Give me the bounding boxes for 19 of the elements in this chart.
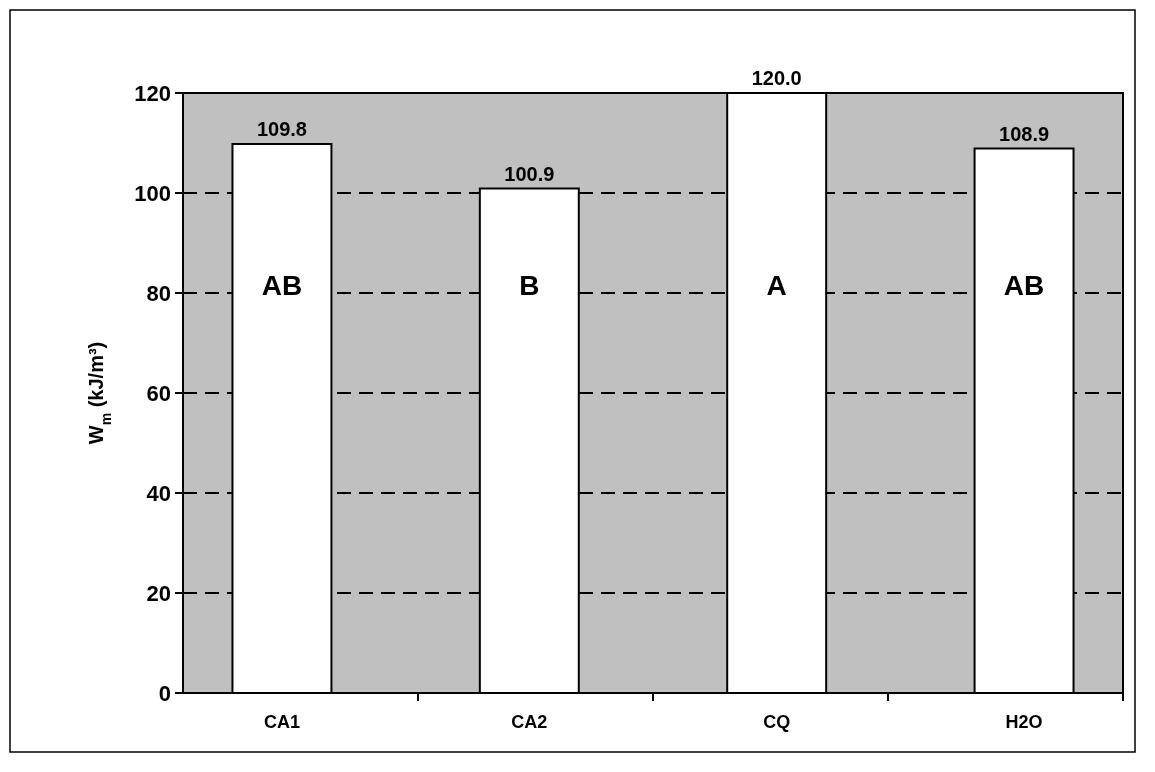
y-tick-label: 60 [146, 380, 171, 406]
annotation: A [766, 269, 787, 301]
x-tick-label: CA1 [263, 712, 300, 732]
annotation: AB [1003, 269, 1045, 301]
annotation: B [519, 269, 540, 301]
data-label: 108.9 [999, 122, 1050, 145]
data-label: 109.8 [256, 118, 307, 140]
x-tick-label: CA2 [511, 712, 548, 732]
y-tick-label: 80 [146, 280, 171, 306]
y-tick-label: 120 [134, 80, 171, 106]
x-tick-label: H2O [1005, 712, 1043, 732]
y-tick-label: 0 [158, 680, 171, 706]
x-tick-label: CQ [763, 712, 791, 732]
y-tick-label: 100 [134, 180, 171, 206]
annotation: AB [261, 269, 303, 301]
y-tick-label: 40 [146, 480, 171, 506]
data-label: 120.0 [751, 67, 802, 89]
y-tick-label: 20 [146, 580, 171, 606]
data-label: 100.9 [504, 162, 555, 185]
